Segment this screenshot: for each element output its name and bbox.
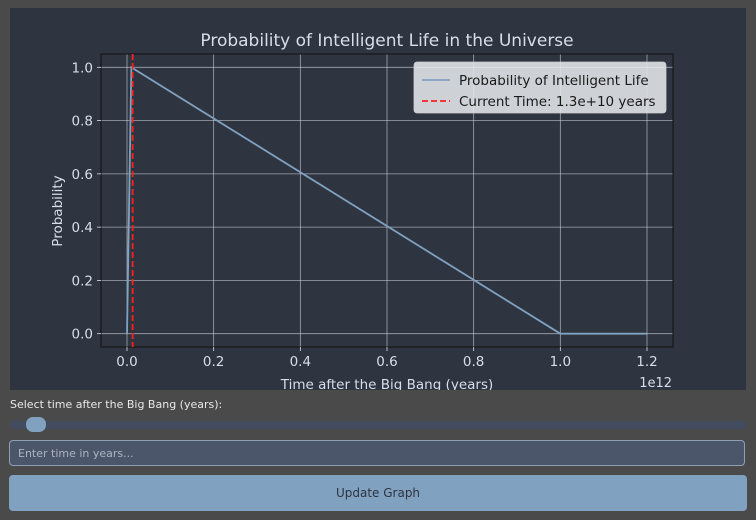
y-tick-label: 0.0	[72, 327, 93, 343]
x-tick-label: 0.6	[376, 354, 397, 370]
x-tick-label: 0.0	[116, 354, 137, 370]
x-tick-label: 1.2	[636, 354, 657, 370]
y-axis-label: Probability	[50, 175, 66, 246]
legend-label-probability: Probability of Intelligent Life	[459, 73, 649, 89]
legend-box	[413, 61, 667, 114]
y-tick-label: 0.2	[72, 273, 93, 289]
x-tick-label: 0.2	[203, 354, 224, 370]
update-graph-button[interactable]: Update Graph	[9, 475, 747, 511]
x-axis-label: Time after the Big Bang (years)	[280, 377, 494, 390]
x-tick-label: 0.4	[290, 354, 311, 370]
legend: Probability of Intelligent Life Current …	[413, 61, 667, 114]
x-tick-label: 1.0	[550, 354, 571, 370]
y-tick-label: 0.8	[72, 114, 93, 130]
time-slider-track[interactable]	[10, 417, 746, 432]
x-axis-offset-label: 1e12	[639, 376, 672, 390]
x-tick-label: 0.8	[463, 354, 484, 370]
plot-panel: 0.0 0.2 0.4 0.6 0.8 1.0 1.2 0.0 0.2 0.4 0.6 0.8 1.0 …	[10, 8, 746, 390]
series-line-probability	[126, 65, 647, 335]
time-input[interactable]	[9, 440, 745, 466]
legend-label-current-time: Current Time: 1.3e+10 years	[459, 94, 656, 110]
slider-label: Select time after the Big Bang (years):	[10, 398, 223, 411]
time-slider-handle[interactable]	[25, 417, 46, 432]
y-tick-label: 0.6	[72, 167, 93, 183]
probability-chart: 0.0 0.2 0.4 0.6 0.8 1.0 1.20.00.20.40.60.81.0 …	[50, 31, 674, 390]
y-tick-label: 0.4	[72, 220, 93, 236]
chart-title: Probability of Intelligent Life in the U…	[200, 31, 573, 51]
y-tick-label: 1.0	[72, 60, 93, 76]
